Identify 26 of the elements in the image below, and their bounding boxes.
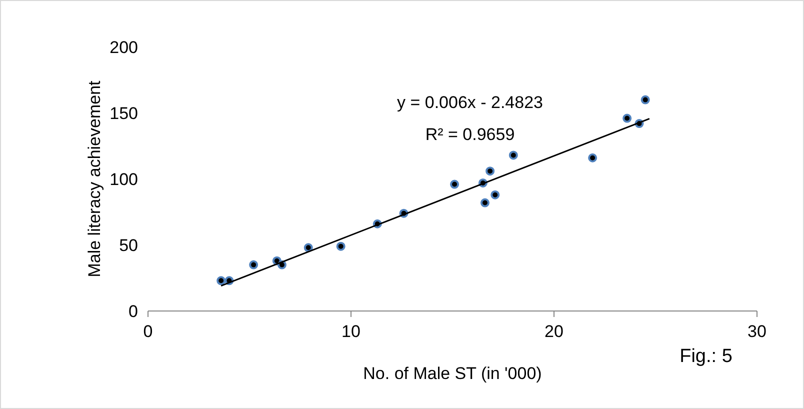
point xyxy=(336,242,346,251)
point xyxy=(450,180,460,189)
annotation: R² = 0.9659 xyxy=(425,125,515,144)
x-tick-label: 20 xyxy=(544,322,564,341)
y-tick-label: 100 xyxy=(110,170,138,189)
point xyxy=(304,243,313,252)
point xyxy=(249,260,258,270)
point xyxy=(486,166,495,176)
point xyxy=(216,276,226,286)
x-axis-title: No. of Male ST (in '000) xyxy=(363,364,542,383)
point xyxy=(622,114,632,123)
x-tick-label: 10 xyxy=(342,322,360,341)
x-tick-label: 30 xyxy=(748,322,766,341)
point xyxy=(640,95,650,104)
y-tick-label: 200 xyxy=(110,38,138,57)
text: Fig.: 5 xyxy=(680,346,732,367)
point xyxy=(508,150,518,160)
y-tick-label: 150 xyxy=(110,104,138,123)
y-tick-label: 50 xyxy=(119,236,138,255)
point xyxy=(588,153,598,162)
point xyxy=(480,198,490,208)
point xyxy=(490,190,500,200)
x-tick-label: 0 xyxy=(143,322,153,341)
y-axis-title: Male literacy achievement xyxy=(85,80,104,278)
annotation: y = 0.006x - 2.4823 xyxy=(396,93,544,112)
y-tick-label: 0 xyxy=(128,302,138,321)
